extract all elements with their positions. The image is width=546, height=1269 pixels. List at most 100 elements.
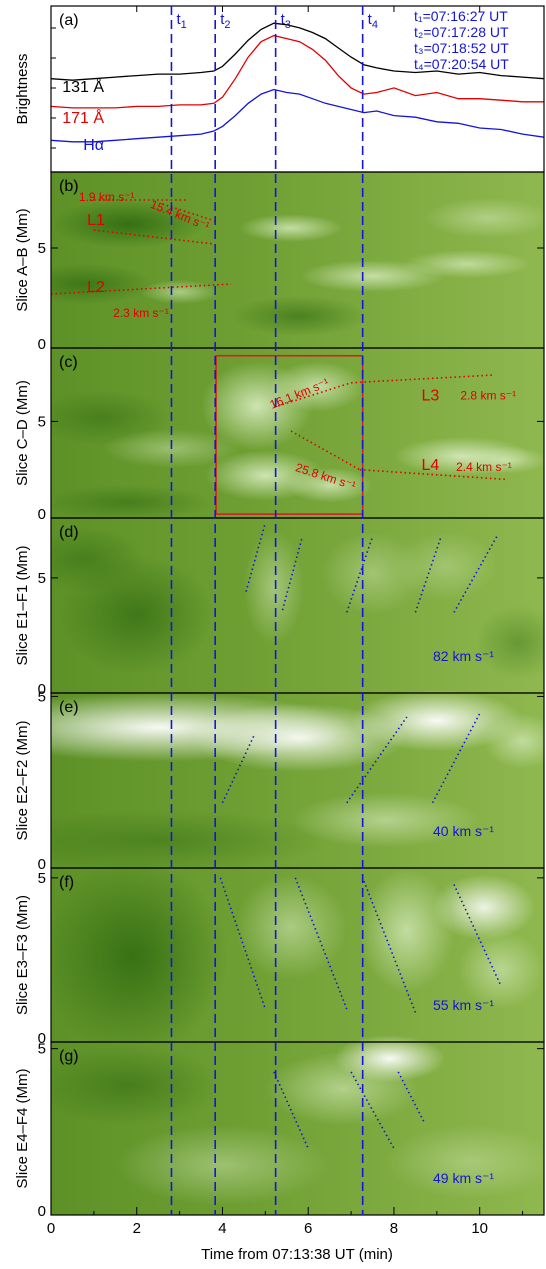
y-tick-label: 5	[38, 240, 46, 257]
fit-line-blue	[219, 877, 267, 1010]
image-feature-light	[239, 214, 343, 242]
y-axis-label-g: Slice E4–F4 (Mm)	[14, 1068, 31, 1188]
fit-line-blue	[245, 522, 267, 592]
panel-image-g	[51, 1035, 544, 1215]
speed-label-blue: 55 km s⁻¹	[433, 997, 494, 1013]
fit-line-red	[277, 382, 352, 407]
image-feature-dark	[51, 527, 146, 592]
image-feature-light	[243, 529, 304, 645]
speed-label: 2.3 km s⁻¹	[113, 306, 169, 320]
panel-tag-d: (d)	[59, 524, 79, 541]
y-tick-label: 0	[38, 681, 46, 698]
series-label-0: 131 Å	[62, 77, 104, 96]
segment-label-L3: L3	[421, 388, 439, 405]
series-line-1	[50, 34, 544, 109]
panel-tag-g: (g)	[59, 1048, 79, 1065]
image-feature-light	[385, 1125, 544, 1199]
y-axis-label-f: Slice E3–F3 (Mm)	[14, 895, 31, 1015]
image-feature-dark	[51, 264, 154, 304]
fit-line-red	[359, 468, 506, 481]
panel-image-e	[51, 689, 544, 872]
time-mark-label-t3: t3	[281, 11, 291, 31]
image-feature-dark	[51, 858, 227, 1056]
image-feature-light	[359, 868, 454, 993]
image-feature-dark	[51, 485, 214, 520]
fit-line-blue	[273, 1071, 309, 1149]
speed-label-blue: 40 km s⁻¹	[433, 823, 494, 839]
y-axis-label-d: Slice E1–F1 (Mm)	[14, 545, 31, 665]
y-tick-label: 0	[38, 1030, 46, 1047]
x-tick-label: 8	[390, 1220, 398, 1237]
image-feature-light	[265, 1051, 420, 1126]
fit-line-blue	[221, 733, 256, 804]
y-tick-label: 5	[38, 570, 46, 587]
time-mark-subscript: 4	[372, 19, 378, 31]
y-axis-label-b: Slice A–B (Mm)	[14, 208, 31, 311]
panel-d: 82 km s⁻¹ (d) 0 5 Slice E1–F1 (Mm)	[14, 518, 544, 698]
time-mark-label-t4: t4	[368, 11, 378, 31]
image-feature-light	[423, 198, 544, 238]
image-feature-light	[286, 467, 373, 503]
y-axis-label-c: Slice C–D (Mm)	[14, 380, 31, 486]
series-label-1: 171 Å	[62, 108, 104, 127]
y-axis-label-a: Brightness	[14, 54, 31, 125]
image-feature-light	[235, 874, 347, 980]
image-feature-light	[402, 250, 532, 278]
speed-label: 1.9 km s⁻¹	[79, 190, 135, 204]
x-tick-label: 4	[218, 1220, 226, 1237]
panel-g: 49 km s⁻¹ (g) 0 5 Slice E4–F4 (Mm)	[14, 1035, 544, 1220]
panel-image-b	[51, 172, 544, 348]
time-mark-subscript: 2	[224, 19, 230, 31]
figure-layer: 131 Å 171 Å Hα Brightness t₁=07:16:27 UTt₂=0…	[14, 5, 545, 1263]
speed-label-blue: 49 km s⁻¹	[433, 1170, 494, 1186]
image-feature-dark	[51, 1045, 223, 1126]
image-feature-light	[321, 531, 424, 615]
panel-frame	[50, 1041, 545, 1216]
image-feature-dark	[231, 296, 369, 336]
panel-image-f	[51, 858, 544, 1056]
image-feature-dark	[51, 390, 172, 445]
time-legend-2: t₂=07:17:28 UT	[414, 24, 509, 40]
image-feature-light	[458, 930, 544, 1010]
panel-tag-e: (e)	[59, 699, 79, 716]
fit-line-blue	[350, 1071, 395, 1149]
time-legend-4: t₄=07:20:54 UT	[414, 56, 509, 72]
y-tick-label: 0	[38, 1203, 46, 1220]
image-feature-dark	[51, 809, 330, 872]
panel-tag-a: (a)	[59, 12, 79, 29]
time-mark-subscript: 3	[285, 19, 291, 31]
panel-image-d	[51, 518, 544, 693]
speed-label: 2.4 km s⁻¹	[456, 460, 512, 474]
segment-label-L2: L2	[87, 279, 105, 296]
fit-line-red	[51, 283, 232, 295]
panel-e: 40 km s⁻¹ (e) 0 5 Slice E2–F2 (Mm)	[14, 688, 544, 873]
y-tick-label: 0	[38, 506, 46, 523]
image-feature-white	[432, 874, 536, 941]
image-feature-light	[115, 1125, 330, 1206]
panel-image-c	[51, 348, 544, 520]
x-tick-label: 0	[47, 1220, 55, 1237]
time-mark-label-t1: t1	[176, 11, 186, 31]
image-feature-dark	[475, 605, 544, 680]
image-feature-light	[141, 280, 219, 304]
fit-line-blue	[281, 538, 303, 611]
fit-line-blue	[453, 884, 502, 987]
x-tick-label: 2	[133, 1220, 141, 1237]
speed-label: 2.8 km s⁻¹	[460, 388, 516, 402]
y-axis-label-e: Slice E2–F2 (Mm)	[14, 720, 31, 840]
image-feature-dark	[51, 200, 206, 248]
fit-line-blue	[453, 536, 498, 613]
image-feature-light	[291, 792, 480, 848]
time-mark-subscript: 1	[181, 19, 187, 31]
x-axis-label: Time from 07:13:38 UT (min)	[201, 1246, 393, 1263]
series-line-2	[50, 88, 545, 143]
fit-line-blue	[294, 877, 348, 1010]
time-legend-1: t₁=07:16:27 UT	[414, 8, 508, 24]
x-tick-label: 6	[304, 1220, 312, 1237]
y-tick-label: 0	[38, 336, 46, 353]
panel-tag-f: (f)	[59, 874, 74, 891]
